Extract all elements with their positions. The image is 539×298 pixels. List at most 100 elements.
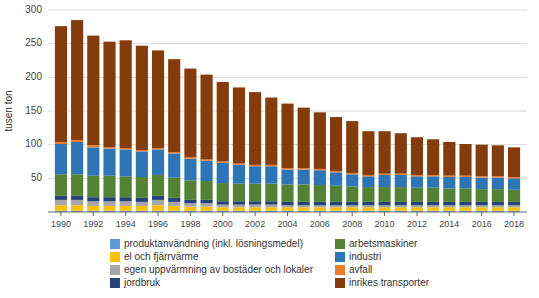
bar-segment	[298, 205, 310, 207]
bar-segment	[476, 176, 488, 177]
x-tick	[255, 212, 256, 216]
bar-segment	[103, 149, 115, 176]
bar-segment	[184, 200, 196, 203]
chart: 5010015020025030019901992199419961998200…	[0, 0, 539, 298]
bar-segment	[71, 196, 83, 200]
bar-segment	[120, 149, 132, 176]
bar-segment	[55, 144, 67, 174]
bar-segment	[217, 205, 229, 208]
legend-swatch	[335, 278, 345, 288]
bar-segment	[120, 197, 132, 201]
bar-segment	[379, 187, 391, 202]
bar-segment	[217, 183, 229, 201]
bar-segment	[330, 205, 342, 207]
bar-segment	[298, 170, 310, 185]
bar-segment	[427, 139, 439, 175]
legend-swatch	[110, 239, 120, 249]
bar-segment	[476, 178, 488, 189]
bar-segment	[476, 202, 488, 205]
y-tick-label: 100	[25, 138, 42, 149]
bar-segment	[168, 59, 180, 152]
x-tick	[93, 212, 94, 216]
bar-segment	[136, 46, 148, 150]
bar-segment	[265, 165, 277, 166]
bar-segment	[346, 205, 358, 207]
x-tick-label: 1990	[51, 219, 71, 229]
series	[55, 205, 520, 210]
y-tick-label: 50	[31, 172, 43, 183]
bar-segment	[281, 170, 293, 185]
grid-line	[48, 10, 527, 11]
x-tick-label: 2008	[342, 219, 362, 229]
bar-segment	[395, 187, 407, 202]
bar-segment	[249, 205, 261, 208]
bar-segment	[492, 178, 504, 189]
legend-item: inrikes transporter	[335, 277, 430, 288]
bar-segment	[87, 147, 99, 175]
bar-segment	[249, 166, 261, 184]
bar-segment	[508, 207, 520, 210]
bar-segment	[71, 140, 83, 142]
bar-segment	[233, 164, 245, 165]
bar-segment	[314, 170, 326, 185]
bar-segment	[492, 176, 504, 177]
bar-segment	[136, 206, 148, 211]
bar-segment	[330, 186, 342, 202]
legend-swatch	[110, 278, 120, 288]
bar-segment	[298, 202, 310, 205]
x-tick-label: 2012	[407, 219, 427, 229]
bar-segment	[427, 188, 439, 202]
x-tick-label: 1998	[180, 219, 200, 229]
x-tick-label: 2002	[245, 219, 265, 229]
x-tick-label: 1994	[116, 219, 136, 229]
x-tick	[222, 212, 223, 216]
legend-swatch	[335, 265, 345, 275]
x-tick-label: 2016	[472, 219, 492, 229]
bar-segment	[411, 202, 423, 205]
bar-segment	[136, 202, 148, 206]
bar-segment	[330, 117, 342, 171]
bar-segment	[346, 186, 358, 201]
x-tick	[60, 212, 61, 216]
bar-segment	[201, 161, 213, 181]
bar-segment	[103, 201, 115, 206]
bar-segment	[136, 151, 148, 177]
bar-segment	[217, 163, 229, 183]
bar-segment	[217, 207, 229, 210]
bar-segment	[71, 20, 83, 140]
x-tick-label: 1992	[83, 219, 103, 229]
bar-segment	[233, 201, 245, 204]
bar-segment	[362, 175, 374, 176]
x-tick	[449, 212, 450, 216]
bar-segment	[427, 202, 439, 205]
bar-segment	[330, 202, 342, 205]
bars	[55, 20, 520, 212]
bar-segment	[71, 205, 83, 210]
bar-segment	[201, 159, 213, 160]
bar-segment	[411, 188, 423, 202]
bar-segment	[168, 152, 180, 153]
legend-item: avfall	[335, 264, 372, 275]
legend-label: inrikes transporter	[349, 277, 430, 288]
bar-segment	[508, 190, 520, 202]
bar-segment	[55, 142, 67, 144]
bar-segment	[395, 205, 407, 207]
legend-item: jordbruk	[110, 277, 161, 288]
bar-segment	[314, 169, 326, 170]
bar-segment	[427, 176, 439, 187]
bar-segment	[233, 165, 245, 184]
x-tick	[125, 212, 126, 216]
bar-segment	[217, 162, 229, 163]
bar-segment	[346, 202, 358, 205]
bar-segment	[298, 168, 310, 169]
y-tick-label: 150	[25, 105, 42, 116]
bar-segment	[330, 171, 342, 172]
bar-segment	[476, 189, 488, 202]
x-tick	[481, 212, 482, 216]
bar-segment	[249, 165, 261, 166]
bar-segment	[265, 98, 277, 165]
bar-segment	[443, 207, 455, 210]
bar-segment	[184, 157, 196, 158]
bar-segment	[152, 175, 164, 196]
bar-segment	[459, 144, 471, 176]
